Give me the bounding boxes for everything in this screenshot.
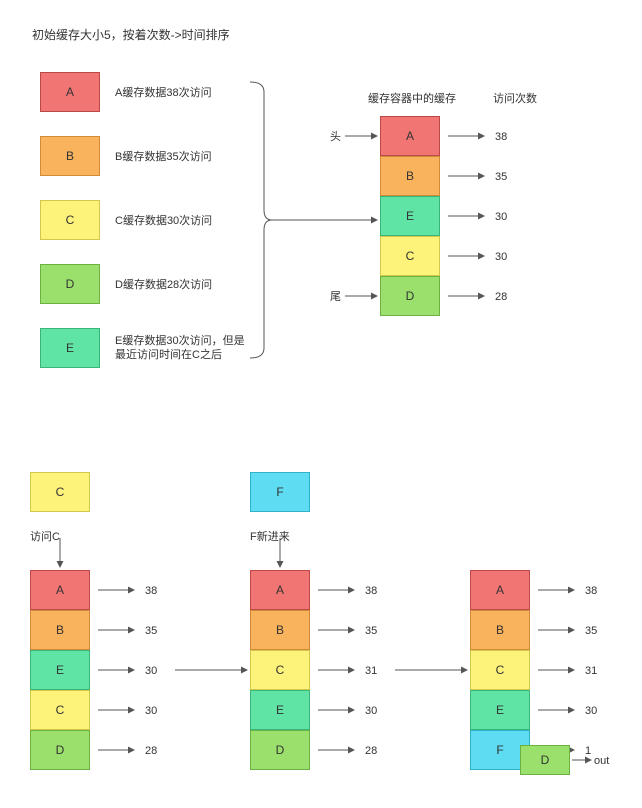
- text-label: 30: [585, 704, 625, 718]
- text-label: 头: [330, 130, 341, 144]
- text-label: 28: [145, 744, 185, 758]
- cache-cell-C: C: [470, 650, 530, 690]
- count-arrow: [0, 0, 642, 808]
- count-arrow: [0, 0, 642, 808]
- transition-arrow-2: [0, 0, 642, 808]
- text-label: 30: [495, 250, 535, 264]
- transition-arrow-1: [0, 0, 642, 808]
- cache-cell-E: E: [250, 690, 310, 730]
- text-label: 缓存容器中的缓存: [362, 92, 462, 106]
- text-label: 38: [145, 584, 185, 598]
- cache-cell-B: B: [30, 610, 90, 650]
- text-label: 30: [365, 704, 405, 718]
- cache-cell-A: A: [40, 72, 100, 112]
- text-label: 38: [495, 130, 535, 144]
- text-label: 31: [585, 664, 625, 678]
- cache-cell-E: E: [470, 690, 530, 730]
- text-label: D缓存数据28次访问: [115, 278, 245, 292]
- text-label: 尾: [330, 290, 341, 304]
- count-arrow: [0, 0, 642, 808]
- cache-cell-C: C: [380, 236, 440, 276]
- cache-cell-F: F: [250, 472, 310, 512]
- text-label: 访问次数: [485, 92, 545, 106]
- text-label: 30: [495, 210, 535, 224]
- text-label: F新进来: [250, 530, 330, 544]
- text-label: out: [594, 754, 609, 768]
- text-label: 38: [365, 584, 405, 598]
- cache-cell-B: B: [380, 156, 440, 196]
- count-arrow: [0, 0, 642, 808]
- cache-cell-D: D: [380, 276, 440, 316]
- text-label: 30: [145, 664, 185, 678]
- cache-cell-C: C: [250, 650, 310, 690]
- cache-cell-C: C: [40, 200, 100, 240]
- cache-cell-A: A: [380, 116, 440, 156]
- brace: [0, 0, 642, 808]
- brace-to-stack-arrow: [0, 0, 642, 808]
- insert-arrow: [0, 0, 642, 808]
- count-arrow: [0, 0, 642, 808]
- text-label: 28: [365, 744, 405, 758]
- count-arrow: [0, 0, 642, 808]
- cache-cell-D: D: [520, 745, 570, 775]
- count-arrow: [0, 0, 642, 808]
- text-label: C缓存数据30次访问: [115, 214, 245, 228]
- cache-cell-D: D: [250, 730, 310, 770]
- insert-arrow: [0, 0, 642, 808]
- text-label: 35: [585, 624, 625, 638]
- count-arrow: [0, 0, 642, 808]
- cache-cell-A: A: [250, 570, 310, 610]
- head-arrow: [0, 0, 642, 808]
- text-label: B缓存数据35次访问: [115, 150, 245, 164]
- count-arrow: [0, 0, 642, 808]
- text-label: 35: [365, 624, 405, 638]
- out-arrow: [0, 0, 642, 808]
- count-arrow: [0, 0, 642, 808]
- text-label: E缓存数据30次访问，但是最近访问时间在C之后: [115, 334, 245, 363]
- text-label: 38: [585, 584, 625, 598]
- count-arrow: [0, 0, 642, 808]
- count-arrow: [0, 0, 642, 808]
- text-label: A缓存数据38次访问: [115, 86, 245, 100]
- count-arrow: [0, 0, 642, 808]
- cache-cell-E: E: [40, 328, 100, 368]
- text-label: 35: [145, 624, 185, 638]
- count-arrow: [0, 0, 642, 808]
- tail-arrow: [0, 0, 642, 808]
- text-label: 31: [365, 664, 405, 678]
- cache-cell-A: A: [470, 570, 530, 610]
- text-label: 35: [495, 170, 535, 184]
- text-label: 初始缓存大小5，按着次数->时间排序: [32, 28, 432, 44]
- cache-cell-C: C: [30, 690, 90, 730]
- cache-cell-D: D: [40, 264, 100, 304]
- cache-cell-B: B: [470, 610, 530, 650]
- count-arrow: [0, 0, 642, 808]
- count-arrow: [0, 0, 642, 808]
- count-arrow: [0, 0, 642, 808]
- cache-cell-D: D: [30, 730, 90, 770]
- cache-cell-C: C: [30, 472, 90, 512]
- cache-cell-A: A: [30, 570, 90, 610]
- count-arrow: [0, 0, 642, 808]
- count-arrow: [0, 0, 642, 808]
- cache-cell-E: E: [30, 650, 90, 690]
- text-label: 28: [495, 290, 535, 304]
- cache-cell-E: E: [380, 196, 440, 236]
- count-arrow: [0, 0, 642, 808]
- text-label: 访问C: [30, 530, 110, 544]
- cache-cell-B: B: [250, 610, 310, 650]
- text-label: 30: [145, 704, 185, 718]
- cache-cell-B: B: [40, 136, 100, 176]
